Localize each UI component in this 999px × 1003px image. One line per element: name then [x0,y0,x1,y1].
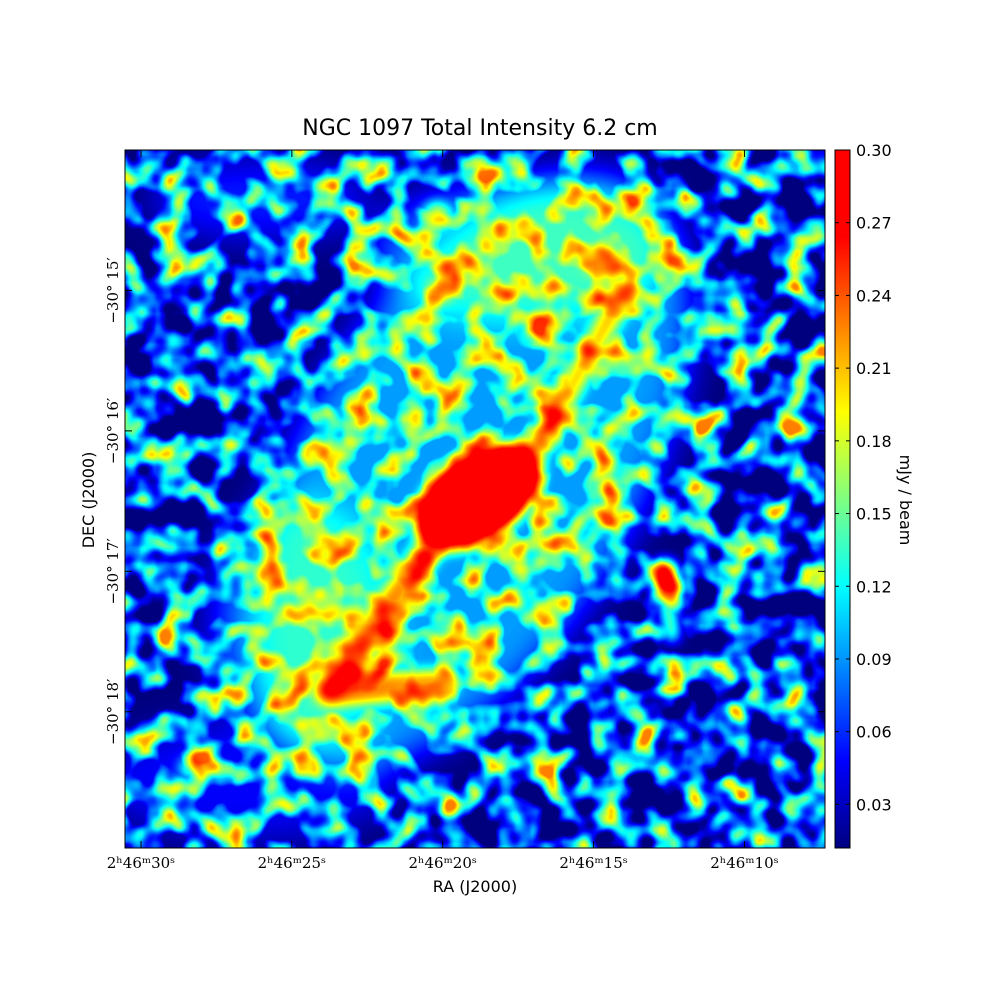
x-axis-label: RA (J2000) [433,877,517,896]
x-tick-label: 2ʰ46ᵐ20ˢ [408,854,476,872]
x-tick-label: 2ʰ46ᵐ15ˢ [559,854,627,872]
chart-title: NGC 1097 Total Intensity 6.2 cm [302,116,657,141]
y-axis-label: DEC (J2000) [79,452,98,549]
y-tick-label: −30° 18′ [104,678,122,745]
colorbar-label: mJy / beam [896,455,915,546]
colorbar [834,149,851,849]
y-tick-label: −30° 17′ [104,538,122,605]
x-tick-label: 2ʰ46ᵐ25ˢ [258,854,326,872]
y-tick-label: −30° 15′ [104,257,122,324]
colorbar-tick-label: 0.27 [856,214,892,233]
y-tick-label: −30° 16′ [104,397,122,464]
colorbar-tick-label: 0.09 [856,650,892,669]
intensity-image [125,150,825,848]
colorbar-tick-label: 0.12 [856,577,892,596]
plot-frame [124,149,826,849]
colorbar-tick-label: 0.30 [856,141,892,160]
colorbar-tick-label: 0.24 [856,286,892,305]
colorbar-tick-label: 0.03 [856,795,892,814]
colorbar-tick-label: 0.18 [856,432,892,451]
x-tick-label: 2ʰ46ᵐ30ˢ [107,854,175,872]
colorbar-tick-label: 0.15 [856,505,892,524]
colorbar-tick-label: 0.21 [856,359,892,378]
colorbar-tick-label: 0.06 [856,723,892,742]
x-tick-label: 2ʰ46ᵐ10ˢ [710,854,778,872]
